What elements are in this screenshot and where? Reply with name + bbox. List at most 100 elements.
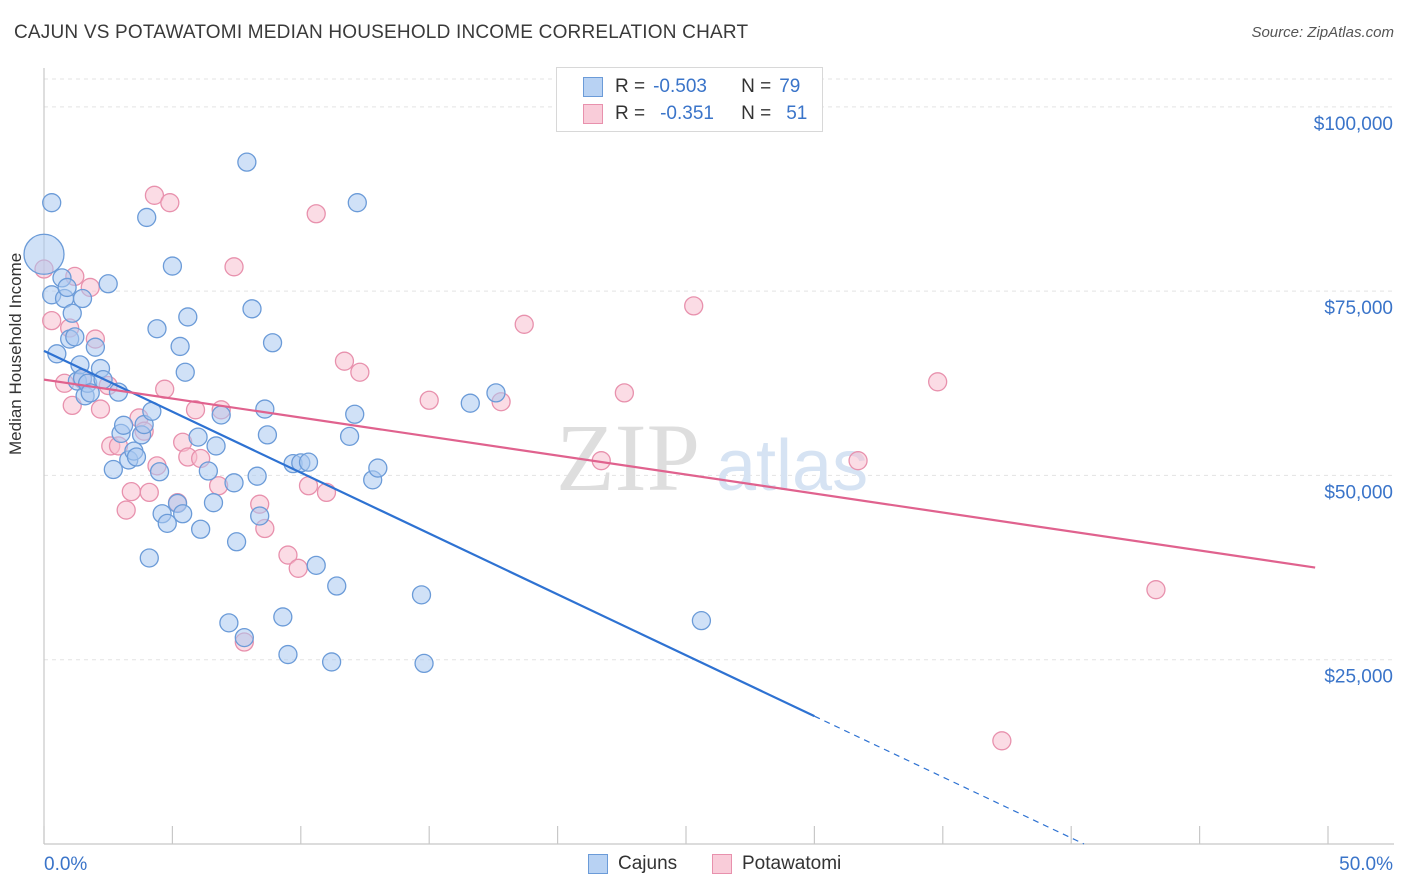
- cajun-point: [175, 362, 195, 382]
- cajun-point: [157, 513, 177, 533]
- cajun-point: [224, 473, 244, 493]
- cajun-point: [103, 459, 123, 480]
- cajun-trend-line: [43, 349, 815, 718]
- cajun-point: [345, 404, 365, 424]
- cajun-point: [98, 274, 118, 294]
- cajun-point: [173, 504, 193, 524]
- cajun-point: [170, 336, 190, 357]
- cajun-point: [113, 415, 134, 435]
- potawatomi-point: [144, 185, 165, 205]
- cajun-point: [188, 427, 208, 447]
- watermark-atlas: atlas: [716, 426, 868, 506]
- chart-title: CAJUN VS POTAWATOMI MEDIAN HOUSEHOLD INC…: [14, 22, 749, 43]
- cajun-point: [460, 393, 480, 413]
- cajun-point: [85, 337, 106, 357]
- potawatomi-point: [350, 362, 370, 382]
- r-label: R =: [615, 103, 646, 124]
- potawatomi-point: [684, 296, 704, 316]
- y-tick-label: $25,000: [1324, 667, 1393, 688]
- watermark-zip: ZIP: [556, 404, 700, 511]
- potawatomi-point: [848, 451, 868, 471]
- cajun-point: [306, 555, 326, 576]
- r-label: R =: [615, 76, 646, 97]
- cajun-point: [262, 333, 283, 353]
- potawatomi-swatch: [712, 854, 732, 874]
- cajun-points: [23, 152, 712, 674]
- stats-row-cajun: R = -0.503 N = 79: [557, 73, 800, 101]
- cajun-point: [250, 506, 270, 526]
- potawatomi-point: [90, 399, 111, 419]
- x-tick-label: 0.0%: [44, 854, 87, 875]
- legend-label-cajuns: Cajuns: [618, 853, 678, 874]
- cajun-point: [273, 607, 293, 627]
- stats-legend: R = -0.503 N = 79 R = -0.351 N = 51: [556, 67, 823, 132]
- stats-row-potawatomi: R = -0.351 N = 51: [557, 100, 807, 128]
- potawatomi-point: [42, 310, 62, 331]
- potawatomi-point: [514, 314, 534, 334]
- cajun-point: [347, 193, 367, 213]
- cajun-point: [242, 299, 262, 319]
- y-tick-labels: $25,000 $50,000 $75,000 $100,000: [1314, 114, 1393, 688]
- cajun-point: [137, 207, 157, 228]
- potawatomi-point: [419, 390, 439, 410]
- potawatomi-point: [306, 204, 326, 224]
- legend-item-potawatomi: Potawatomi: [712, 853, 841, 875]
- cajun-point: [411, 585, 432, 605]
- potawatomi-point: [334, 351, 355, 371]
- cajun-point: [414, 653, 434, 674]
- potawatomi-point: [116, 500, 136, 520]
- legend-item-cajuns: Cajuns: [588, 853, 677, 875]
- y-tick-label: $75,000: [1324, 298, 1393, 319]
- potawatomi-swatch: [583, 104, 603, 124]
- potawatomi-point: [288, 558, 308, 578]
- cajun-point: [65, 327, 85, 347]
- r-value: -0.351: [660, 103, 714, 124]
- x-tick-label: 50.0%: [1339, 854, 1393, 875]
- y-tick-label: $100,000: [1314, 114, 1393, 135]
- cajun-point: [57, 277, 77, 298]
- r-value: -0.503: [653, 76, 707, 97]
- cajun-point: [691, 610, 712, 631]
- potawatomi-point: [139, 482, 159, 503]
- cajun-point: [190, 519, 211, 539]
- cajun-point: [206, 436, 226, 456]
- potawatomi-point: [992, 731, 1012, 751]
- cajun-point: [62, 303, 82, 323]
- cajun-point: [298, 452, 319, 472]
- y-axis-label: Median Household Income: [6, 252, 25, 455]
- cajun-point: [257, 425, 278, 445]
- bottom-legend: Cajuns Potawatomi: [0, 853, 1406, 879]
- cajun-point: [23, 233, 65, 275]
- cajun-point: [162, 256, 183, 276]
- cajun-point: [234, 627, 254, 648]
- cajun-point: [368, 458, 388, 478]
- watermark: ZIP atlas: [556, 404, 868, 511]
- cajun-trend-extension: [814, 715, 1085, 845]
- n-label: N =: [741, 76, 772, 97]
- legend-label-potawatomi: Potawatomi: [742, 853, 842, 874]
- potawatomi-point: [185, 400, 206, 420]
- n-value: 79: [779, 76, 801, 97]
- cajun-point: [327, 576, 347, 596]
- cajun-point: [147, 319, 167, 339]
- cajun-point: [126, 447, 147, 467]
- potawatomi-point: [160, 193, 180, 213]
- cajun-swatch: [588, 854, 608, 874]
- cajun-point: [219, 613, 239, 633]
- y-tick-label: $50,000: [1324, 482, 1393, 503]
- cajun-point: [247, 466, 267, 486]
- cajun-point: [42, 193, 62, 213]
- cajun-point: [486, 383, 506, 403]
- n-value: 51: [786, 103, 808, 124]
- potawatomi-point: [1146, 580, 1166, 600]
- cajun-point: [255, 399, 275, 419]
- potawatomi-point: [316, 482, 337, 503]
- cajun-point: [226, 532, 247, 552]
- cajun-point: [139, 548, 159, 568]
- cajun-point: [211, 405, 231, 425]
- cajun-point: [203, 493, 224, 513]
- n-label: N =: [741, 103, 772, 124]
- cajun-point: [321, 652, 342, 672]
- potawatomi-point: [224, 257, 244, 277]
